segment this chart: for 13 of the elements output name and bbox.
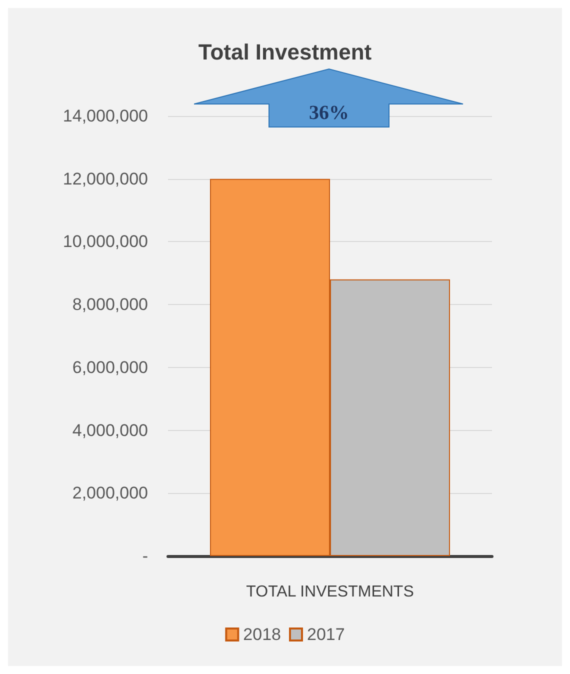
y-tick-label: 8,000,000 <box>72 295 148 314</box>
y-tick-label: 6,000,000 <box>72 358 148 377</box>
annotation: 36% <box>308 102 350 125</box>
legend-label: 2017 <box>307 625 345 644</box>
y-tick-label: 2,000,000 <box>72 484 148 503</box>
x-tick-label: TOTAL INVESTMENTS <box>246 584 414 600</box>
chart-title: Total Investment <box>198 40 372 64</box>
y-tick-label: - <box>142 546 148 566</box>
y-tick-label: 10,000,000 <box>62 232 148 252</box>
y-tick-label: 14,000,000 <box>62 106 148 126</box>
legend-label: 2018 <box>243 625 282 644</box>
y-tick-label: 12,000,000 <box>62 169 148 188</box>
y-tick-label: 4,000,000 <box>72 420 148 440</box>
